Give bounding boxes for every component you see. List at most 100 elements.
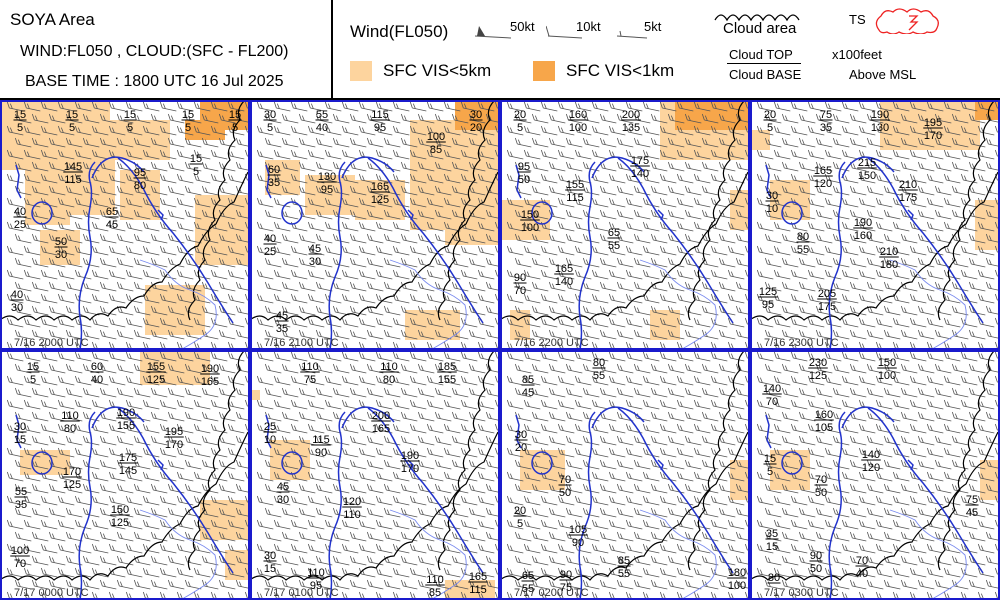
legend-cloud-top: Cloud TOP <box>729 47 793 62</box>
subprefecture-border <box>889 509 967 600</box>
cloud-top-value: 195 <box>165 426 183 438</box>
cloud-top-value: 200 <box>622 109 640 121</box>
cloud-top-value: 80 <box>768 572 780 584</box>
cloud-top-value: 45 <box>277 481 289 493</box>
cloud-base-value: 20 <box>470 122 482 134</box>
panel-time: 7/16 2100 UTC <box>264 337 339 349</box>
cloud-base-value: 30 <box>309 256 321 268</box>
cloud-top-value: 140 <box>763 383 781 395</box>
cloud-top-value: 70 <box>559 474 571 486</box>
barb-50kt-icon <box>474 26 512 39</box>
cloud-base-value: 5 <box>127 122 133 134</box>
cloud-base-value: 115 <box>566 192 584 204</box>
cloud-base-value: 35 <box>15 499 27 511</box>
legend-vis5: SFC VIS<5km <box>383 61 492 80</box>
panel-time: 7/17 0200 UTC <box>514 587 589 599</box>
cloud-base-value: 135 <box>622 122 640 134</box>
cloud-top-value: 15 <box>764 453 776 465</box>
cloud-top-value: 25 <box>264 421 276 433</box>
cloud-base-value: 5 <box>517 518 523 530</box>
cloud-top-value: 150 <box>878 357 896 369</box>
cloud-base-value: 50 <box>810 563 822 575</box>
cloud-base-value: 5 <box>69 122 75 134</box>
cloud-base-value: 25 <box>14 219 26 231</box>
cloud-top-value: 210 <box>899 179 917 191</box>
panel-time: 7/17 0000 UTC <box>14 587 89 599</box>
wind-barbs <box>256 101 500 350</box>
cloud-area-edge <box>750 100 999 321</box>
cloud-top-value: 190 <box>117 407 135 419</box>
panel-time: 7/17 0300 UTC <box>764 587 839 599</box>
cloud-base-value: 75 <box>304 374 316 386</box>
cloud-base-value: 140 <box>555 276 573 288</box>
cloud-top-value: 45 <box>276 310 288 322</box>
cloud-base-value: 15 <box>766 541 778 553</box>
cloud-top-value: 100 <box>11 545 29 557</box>
cloud-top-value: 75 <box>966 494 978 506</box>
subprefecture-border <box>139 509 217 600</box>
cloud-label: 155 <box>181 109 195 134</box>
cloud-base-value: 125 <box>63 479 81 491</box>
vis5-area <box>445 580 495 600</box>
cloud-base-value: 55 <box>593 370 605 382</box>
cloud-top-value: 75 <box>820 109 832 121</box>
cloud-area-edge <box>500 100 749 321</box>
cloud-top-value: 20 <box>514 505 526 517</box>
cloud-area-edge <box>0 100 249 321</box>
wind-barbs <box>6 101 250 350</box>
cloud-base-value: 180 <box>880 259 898 271</box>
cloud-top-value: 180 <box>728 567 746 579</box>
cloud-top-value: 210 <box>880 246 898 258</box>
cloud-top-value: 70 <box>815 474 827 486</box>
legend-ts: TS <box>849 12 866 27</box>
cloud-base-value: 45 <box>106 219 118 231</box>
panel-frame <box>500 350 750 600</box>
cloud-base-value: 35 <box>276 323 288 335</box>
area-title: SOYA Area <box>10 10 95 29</box>
cloud-top-value: 155 <box>566 179 584 191</box>
cloud-label: 155 <box>26 361 40 386</box>
legend-50kt: 50kt <box>510 19 535 34</box>
cloud-base-value: 170 <box>924 130 942 142</box>
subprefecture-border <box>639 259 717 350</box>
vis5-area <box>250 390 260 400</box>
subprefecture-border <box>889 259 967 350</box>
legend-cloud-base: Cloud BASE <box>729 67 802 82</box>
cloud-base-value: 5 <box>185 122 191 134</box>
